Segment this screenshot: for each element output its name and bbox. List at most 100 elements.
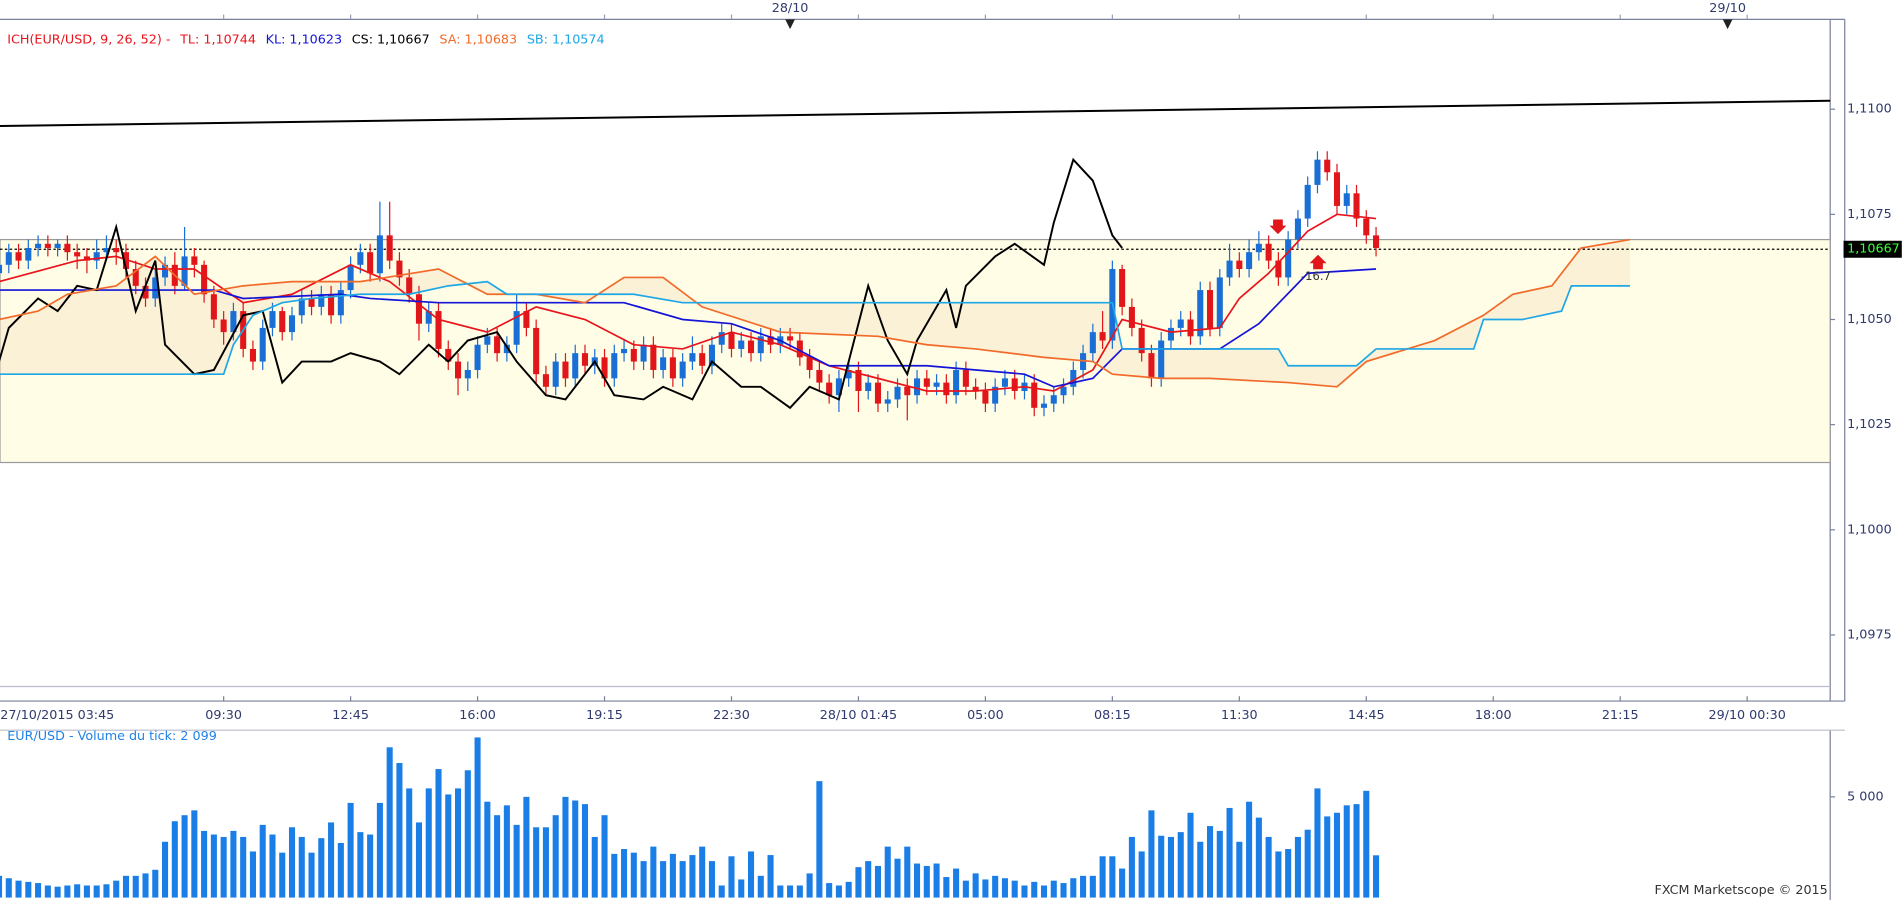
candle-body xyxy=(835,378,842,396)
candle-body xyxy=(533,327,540,375)
volume-bar xyxy=(64,885,71,898)
legend-entry: TL: 1,10744 xyxy=(179,33,256,48)
volume-bar xyxy=(1148,810,1155,898)
volume-bar xyxy=(826,883,833,898)
y-tick-label: 1,1050 xyxy=(1847,312,1892,327)
volume-bar xyxy=(982,879,989,898)
volume-bar xyxy=(1353,804,1360,898)
x-tick-label: 08:15 xyxy=(1094,708,1131,723)
candle-body xyxy=(1226,260,1233,278)
candle-body xyxy=(806,357,813,370)
volume-bar xyxy=(210,834,217,898)
volume-bar xyxy=(621,849,628,898)
x-tick-label: 16:00 xyxy=(459,708,496,723)
candle-body xyxy=(669,357,676,379)
volume-bar xyxy=(240,836,247,898)
candle-body xyxy=(1255,243,1262,253)
date-marker xyxy=(1722,19,1733,30)
candle-body xyxy=(288,315,296,333)
volume-bar xyxy=(1236,841,1243,898)
candle-body xyxy=(923,378,930,387)
volume-bar xyxy=(54,886,61,898)
candle-body xyxy=(581,353,589,366)
indicator-line xyxy=(0,157,1123,410)
volume-bar xyxy=(630,852,637,898)
volume-bar xyxy=(484,801,491,898)
x-tick-label: 11:30 xyxy=(1221,708,1258,723)
volume-bar xyxy=(376,802,383,898)
x-tick-label: 14:45 xyxy=(1348,708,1385,723)
candle-body xyxy=(747,340,755,354)
candle-body xyxy=(484,336,491,345)
volume-bar xyxy=(445,794,452,898)
indicator-title: ICH(EUR/USD, 9, 26, 52) - xyxy=(7,33,170,48)
candle-body xyxy=(1011,378,1018,392)
volume-bar xyxy=(572,800,579,898)
candle-body xyxy=(1363,218,1370,236)
candle-body xyxy=(464,369,471,379)
candle-body xyxy=(15,252,22,261)
candle-body xyxy=(1070,369,1077,387)
candle-body xyxy=(1353,193,1360,219)
volume-bar xyxy=(464,770,471,898)
indicator-line xyxy=(0,238,1631,388)
candle-body xyxy=(406,277,413,295)
y-tick-label: 1,1025 xyxy=(1847,417,1892,432)
candle-body xyxy=(1099,332,1106,341)
candle-body xyxy=(1031,382,1038,408)
volume-bar xyxy=(865,861,872,898)
candle-body xyxy=(25,247,32,261)
volume-bar xyxy=(562,796,569,898)
volume-bar xyxy=(425,788,432,898)
volume-bar xyxy=(171,821,178,898)
candle-body xyxy=(1197,290,1204,337)
volume-bar xyxy=(523,796,530,898)
volume-bar xyxy=(904,846,911,898)
candle-body xyxy=(386,235,393,261)
volume-bar xyxy=(494,815,501,898)
volume-bar xyxy=(1187,812,1194,898)
candle-body xyxy=(54,243,61,248)
candle-body xyxy=(796,340,803,358)
candle-body xyxy=(83,256,90,261)
candle-body xyxy=(1216,277,1223,328)
candle-body xyxy=(357,252,364,265)
volume-bar xyxy=(1031,881,1038,898)
volume-bar xyxy=(93,885,100,898)
volume-bar xyxy=(1080,875,1087,898)
volume-bar xyxy=(1021,885,1028,898)
volume-bar xyxy=(728,856,735,898)
candle-body xyxy=(279,311,286,333)
candle-body xyxy=(367,252,374,274)
candle-body xyxy=(542,374,549,387)
candle-body xyxy=(503,344,510,354)
candle-body xyxy=(572,353,579,379)
y-tick-label: 1,0975 xyxy=(1847,627,1892,642)
volume-bar xyxy=(103,884,110,898)
volume-bar xyxy=(679,861,686,898)
candle-body xyxy=(1314,159,1321,185)
candle-body xyxy=(728,332,735,349)
candle-body xyxy=(44,243,51,248)
volume-bar xyxy=(855,867,862,898)
candle-body xyxy=(93,252,100,261)
volume-bar xyxy=(1167,836,1174,898)
legend-entry: KL: 1,10623 xyxy=(266,33,342,48)
volume-bar xyxy=(533,827,540,898)
annotation: -16.7 xyxy=(1301,269,1331,283)
volume-bar xyxy=(1324,816,1331,898)
candle-body xyxy=(894,386,901,400)
candle-body xyxy=(1158,340,1165,379)
candle-body xyxy=(1343,193,1350,206)
candle-body xyxy=(298,298,305,316)
candle-body xyxy=(708,344,715,366)
candle-body xyxy=(718,332,725,345)
volume-bar xyxy=(874,865,882,898)
candle-body xyxy=(630,348,637,362)
candle-body xyxy=(845,369,852,379)
candle-body xyxy=(1119,269,1126,307)
volume-bar xyxy=(933,863,940,898)
volume-bar xyxy=(787,885,794,898)
volume-bar xyxy=(122,875,130,898)
volume-bar xyxy=(1128,836,1135,898)
